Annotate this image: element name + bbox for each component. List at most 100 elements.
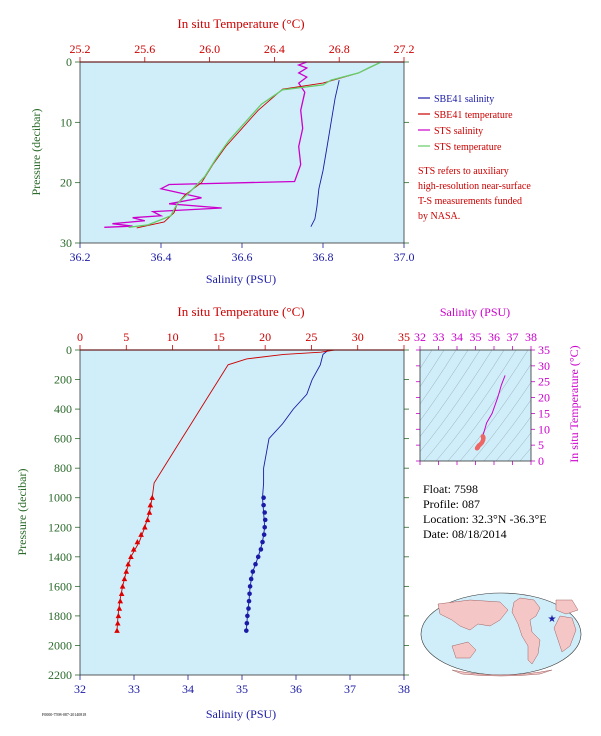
float-info: Float: 7598 Profile: 087 Location: 32.3°… — [423, 482, 547, 541]
bottom-sal-tick-label: 33 — [128, 682, 140, 696]
map-land-antarctica — [451, 669, 553, 677]
legend-label-sbe41-temperature: SBE41 temperature — [434, 110, 513, 121]
bottom-pressure-tick-label: 1800 — [48, 609, 72, 623]
bottom-salinity-marker — [253, 561, 258, 567]
map-land-americas — [511, 597, 541, 665]
ts-isopycnal-line — [423, 350, 505, 461]
bottom-temperature-marker — [118, 590, 125, 596]
ts-temp-tick-label: 10 — [538, 422, 550, 436]
legend-label-sts-temperature: STS temperature — [434, 142, 502, 153]
bottom-temperature-marker — [130, 546, 137, 552]
bottom-pressure-axis-label: Pressure (decibar) — [15, 469, 29, 556]
bottom-temperature-marker — [117, 598, 124, 604]
map-land-eurasia — [437, 599, 509, 631]
top-series — [104, 61, 382, 229]
ts-isopycnal-line — [420, 350, 445, 388]
bottom-salinity-marker — [244, 628, 249, 633]
bottom-temperature-marker — [116, 605, 123, 611]
bottom-sal-tick-label: 37 — [344, 682, 356, 696]
ts-salinity-tick-label: 33 — [433, 330, 445, 344]
top-pressure-tick-label: 20 — [60, 176, 72, 190]
bottom-salinity-marker — [244, 620, 250, 626]
bottom-pressure-tick-label: 0 — [66, 343, 72, 357]
bottom-temp-tick-label: 0 — [77, 330, 83, 344]
legend-item-sbe41-salinity: SBE41 salinity — [418, 94, 494, 105]
top-sal-tick-label: 37.0 — [394, 250, 415, 264]
bottom-temp-tick-label: 30 — [352, 330, 364, 344]
ts-isopycnal-line — [420, 350, 481, 437]
bottom-axis-ticks: 0 5 10 15 20 25 30 35 32 33 34 35 36 37 38 0 200 400 600 80… — [48, 330, 410, 696]
map-land-australia — [451, 641, 477, 659]
ts-isopycnal-line — [447, 350, 529, 461]
bottom-salinity-marker — [255, 554, 261, 560]
bottom-salinity-marker — [261, 495, 266, 501]
bottom-salinity-marker — [258, 547, 264, 552]
ts-salinity-tick-label: 35 — [470, 330, 482, 344]
ts-isopycnal-line — [420, 350, 433, 369]
top-temp-tick-label: 26.4 — [264, 42, 285, 56]
bottom-salinity-marker — [245, 613, 250, 619]
ts-isopycnal-line — [435, 350, 517, 461]
top-axis-ticks: 25.2 25.6 26.0 26.4 26.8 27.2 36.2 36.4 36.6 36.8… — [60, 42, 415, 264]
bottom-temperature-marker — [144, 516, 151, 523]
bottom-salinity-marker — [262, 510, 267, 515]
bottom-salinity-marker — [246, 598, 252, 604]
ts-isopycnal-line — [420, 350, 469, 422]
bottom-temperature-marker — [146, 509, 153, 515]
bottom-salinity-marker — [250, 569, 256, 574]
ts-isopycnal-line — [420, 350, 493, 452]
map-land-europe — [555, 599, 579, 615]
bottom-temperature-marker — [142, 524, 148, 530]
top-temp-tick-label: 26.8 — [329, 42, 350, 56]
bottom-sal-tick-label: 38 — [398, 682, 410, 696]
bottom-salinity-marker — [248, 576, 254, 582]
ts-temp-tick-label: 25 — [538, 375, 550, 389]
ts-temp-tick-label: 35 — [538, 343, 550, 357]
bottom-plot-frame — [79, 349, 405, 676]
ts-plot-area — [420, 350, 531, 461]
bottom-temperature-marker — [138, 531, 144, 537]
bottom-salinity-marker — [262, 517, 268, 523]
bottom-panel: In situ Temperature (°C) 0 5 10 15 20 25 30 35 3… — [15, 304, 410, 721]
ts-temp-tick-label: 30 — [538, 359, 550, 373]
profile-number: Profile: 087 — [423, 497, 480, 511]
bottom-sal-tick-label: 36 — [290, 682, 302, 696]
ts-salinity-tick-label: 38 — [525, 330, 537, 344]
top-series-sbe41-salinity — [310, 80, 340, 227]
ts-temp-tick-label: 0 — [538, 454, 544, 468]
world-map: ★ — [420, 592, 582, 677]
ts-temp-tick-label: 20 — [538, 391, 550, 405]
float-id: Float: 7598 — [423, 482, 478, 496]
location: Location: 32.3°N -36.3°E — [423, 512, 547, 526]
ts-isopycnal-contours — [420, 350, 531, 461]
bottom-temp-axis-label: In situ Temperature (°C) — [177, 304, 304, 319]
ts-salinity-tick-label: 32 — [414, 330, 426, 344]
ts-series — [474, 375, 506, 451]
sts-note-line-3: T-S measurements funded — [418, 196, 522, 207]
bottom-temperature-marker — [134, 539, 141, 545]
bottom-temperature-marker — [114, 620, 121, 626]
ts-isopycnal-line — [507, 432, 531, 461]
bottom-temperature-marker — [128, 553, 134, 560]
top-temp-axis-label: In situ Temperature (°C) — [177, 16, 304, 31]
ts-deep-point — [474, 446, 480, 451]
bottom-temp-tick-label: 10 — [167, 330, 179, 344]
sts-note-line-2: high-resolution near-surface — [418, 181, 531, 192]
top-temp-tick-label: 25.6 — [134, 42, 155, 56]
bottom-pressure-tick-label: 1000 — [48, 491, 72, 505]
bottom-salinity-axis-label: Salinity (PSU) — [206, 707, 276, 721]
bottom-temp-tick-label: 15 — [213, 330, 225, 344]
bottom-salinity-marker — [246, 606, 251, 611]
top-plot-area — [80, 62, 404, 243]
bottom-series — [114, 349, 335, 633]
legend-item-sbe41-temperature: SBE41 temperature — [418, 110, 513, 121]
bottom-plot-area — [80, 350, 404, 675]
bottom-salinity-marker — [261, 502, 266, 508]
footer-code: F0000-7598-087-20140818 — [42, 712, 86, 717]
ts-isopycnal-line — [495, 416, 531, 461]
legend-item-sts-temperature: STS temperature — [418, 142, 502, 153]
top-temp-tick-label: 25.2 — [70, 42, 91, 56]
bottom-temp-tick-label: 20 — [259, 330, 271, 344]
